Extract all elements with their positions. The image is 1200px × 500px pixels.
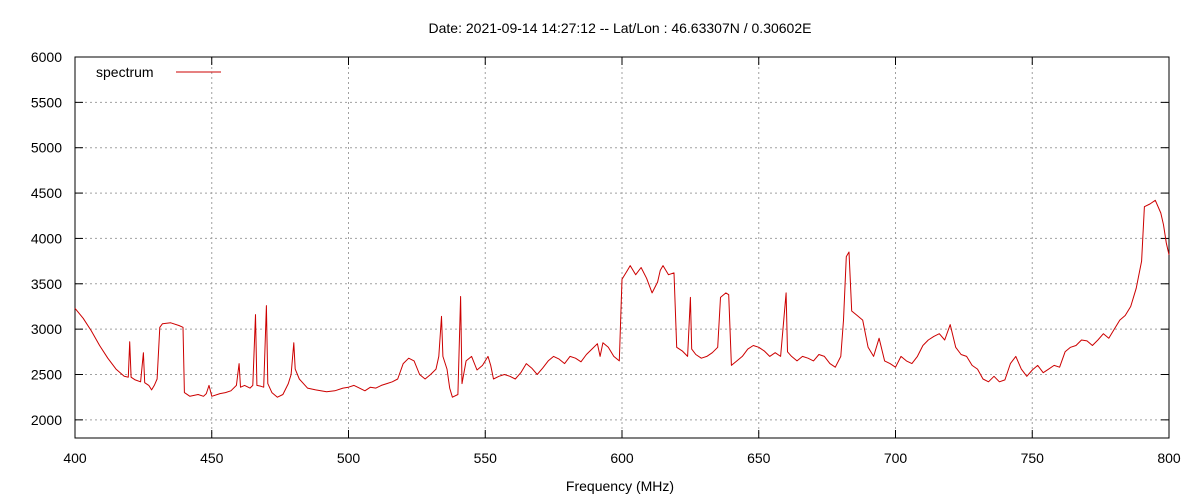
y-tick-label: 6000 xyxy=(31,49,62,65)
x-tick-label: 450 xyxy=(200,450,224,466)
y-tick-label: 3500 xyxy=(31,276,62,292)
y-tick-label: 2500 xyxy=(31,367,62,383)
y-tick-label: 5000 xyxy=(31,140,62,156)
y-tick-label: 2000 xyxy=(31,412,62,428)
chart-title: Date: 2021-09-14 14:27:12 -- Lat/Lon : 4… xyxy=(429,20,812,36)
x-tick-label: 500 xyxy=(337,450,361,466)
x-tick-label: 750 xyxy=(1021,450,1045,466)
x-axis-ticks: 400 450 500 550 600 650 700 750 800 xyxy=(63,57,1181,466)
x-tick-label: 400 xyxy=(63,450,87,466)
y-tick-label: 3000 xyxy=(31,321,62,337)
grid-lines xyxy=(75,57,1169,438)
x-axis-label: Frequency (MHz) xyxy=(566,478,674,494)
x-tick-label: 550 xyxy=(474,450,498,466)
x-tick-label: 800 xyxy=(1157,450,1181,466)
series-group xyxy=(74,199,1170,398)
y-tick-label: 4500 xyxy=(31,185,62,201)
legend-label-spectrum: spectrum xyxy=(96,64,154,80)
x-tick-label: 600 xyxy=(610,450,634,466)
y-tick-label: 5500 xyxy=(31,94,62,110)
x-tick-label: 700 xyxy=(884,450,908,466)
legend: spectrum xyxy=(96,64,221,80)
y-tick-label: 4000 xyxy=(31,230,62,246)
x-tick-label: 650 xyxy=(747,450,771,466)
series-line-spectrum xyxy=(74,199,1170,398)
y-axis-ticks: 2000 2500 3000 3500 4000 4500 5000 5500 6000 xyxy=(31,49,1169,428)
